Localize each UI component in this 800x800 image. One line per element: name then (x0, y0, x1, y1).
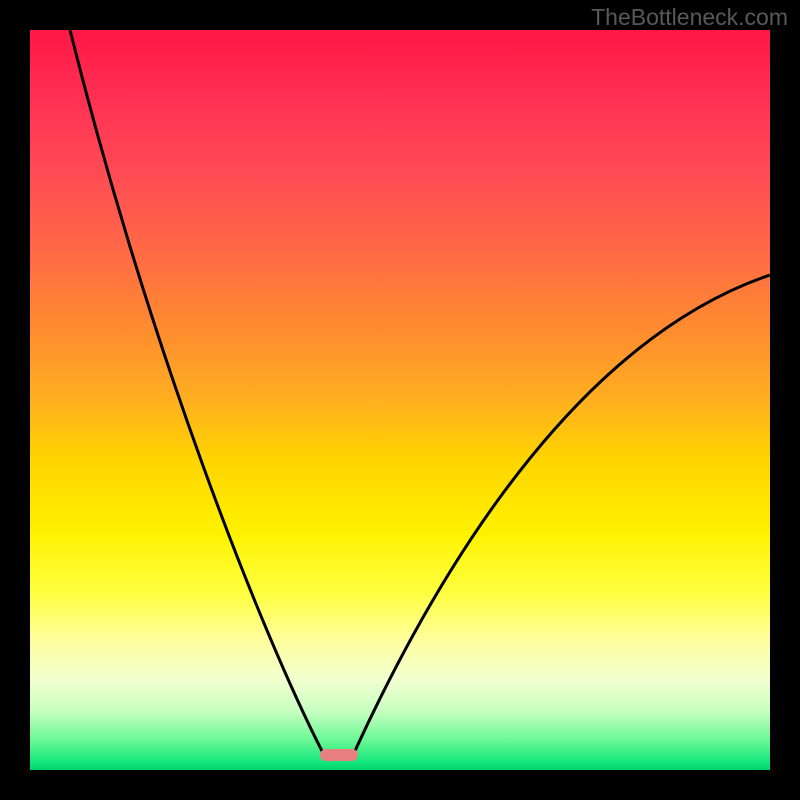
plot-area (30, 30, 770, 770)
curve-right-branch (354, 275, 770, 753)
curve-left-branch (70, 30, 323, 753)
watermark-text: TheBottleneck.com (591, 4, 788, 31)
bottleneck-curve (30, 30, 770, 770)
bottleneck-marker (320, 749, 358, 761)
